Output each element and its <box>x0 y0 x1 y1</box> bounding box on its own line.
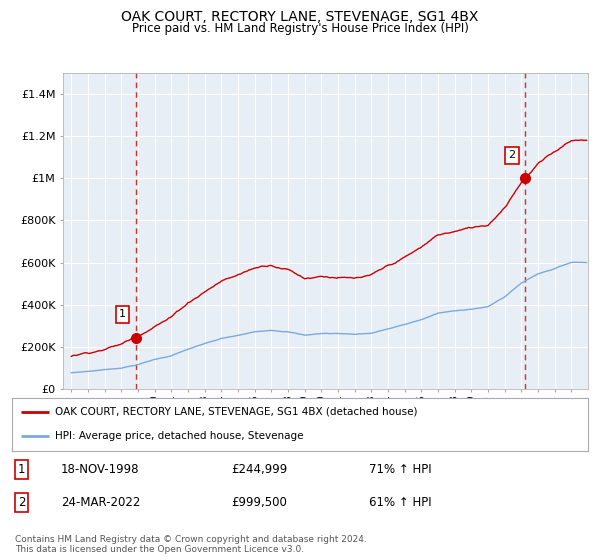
Text: Contains HM Land Registry data © Crown copyright and database right 2024.
This d: Contains HM Land Registry data © Crown c… <box>15 535 367 554</box>
Text: £244,999: £244,999 <box>231 463 287 476</box>
Text: 2: 2 <box>18 496 25 508</box>
Text: Price paid vs. HM Land Registry's House Price Index (HPI): Price paid vs. HM Land Registry's House … <box>131 22 469 35</box>
Text: OAK COURT, RECTORY LANE, STEVENAGE, SG1 4BX: OAK COURT, RECTORY LANE, STEVENAGE, SG1 … <box>121 10 479 24</box>
Text: 1: 1 <box>119 309 126 319</box>
Text: 61% ↑ HPI: 61% ↑ HPI <box>369 496 432 508</box>
Text: OAK COURT, RECTORY LANE, STEVENAGE, SG1 4BX (detached house): OAK COURT, RECTORY LANE, STEVENAGE, SG1 … <box>55 407 418 417</box>
Text: 71% ↑ HPI: 71% ↑ HPI <box>369 463 432 476</box>
Text: HPI: Average price, detached house, Stevenage: HPI: Average price, detached house, Stev… <box>55 431 304 441</box>
Text: 1: 1 <box>18 463 25 476</box>
Text: £999,500: £999,500 <box>231 496 287 508</box>
Text: 24-MAR-2022: 24-MAR-2022 <box>61 496 140 508</box>
Text: 2: 2 <box>508 150 515 160</box>
Text: 18-NOV-1998: 18-NOV-1998 <box>61 463 139 476</box>
